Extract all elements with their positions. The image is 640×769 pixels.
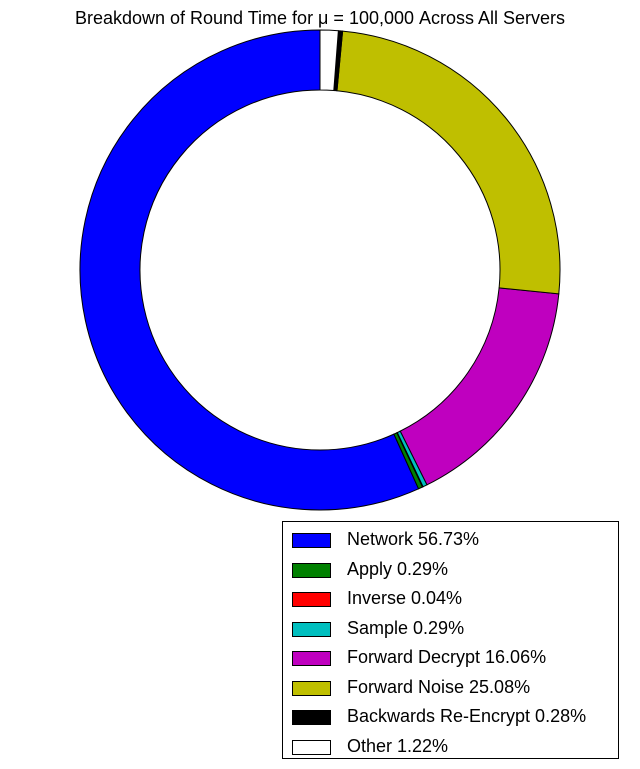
legend-item: Apply 0.29% <box>283 556 618 586</box>
legend-item: Other 1.22% <box>283 733 618 763</box>
legend-item: Backwards Re-Encrypt 0.28% <box>283 703 618 733</box>
legend-label: Network 56.73% <box>347 529 480 549</box>
donut-slice-forward-decrypt <box>399 287 560 486</box>
legend: Network 56.73% Apply 0.29% Inverse 0.04% Sa… <box>282 521 619 759</box>
legend-label: Apply 0.29% <box>347 558 449 579</box>
legend-label: Forward Decrypt 16.06% <box>347 647 547 667</box>
legend-swatch <box>292 680 331 696</box>
legend-swatch <box>292 533 331 548</box>
legend-swatch <box>292 651 331 666</box>
donut-chart <box>79 29 561 511</box>
chart-title: Breakdown of Round Time for μ = 100,000 … <box>74 8 566 28</box>
legend-label: Inverse 0.04% <box>347 588 463 608</box>
donut-slice-network <box>79 29 420 511</box>
donut-slices <box>79 29 561 511</box>
legend-label: Other 1.22% <box>347 735 449 756</box>
donut-slice-forward-noise <box>336 30 561 295</box>
legend-label: Backwards Re-Encrypt 0.28% <box>347 706 587 726</box>
legend-swatch <box>292 739 331 755</box>
legend-item: Forward Decrypt 16.06% <box>283 644 618 674</box>
legend-label: Sample 0.29% <box>347 617 465 638</box>
legend-item: Forward Noise 25.08% <box>283 674 618 704</box>
legend-item: Inverse 0.04% <box>283 585 618 615</box>
legend-swatch <box>292 621 331 637</box>
legend-swatch <box>292 562 331 578</box>
legend-swatch <box>292 710 331 725</box>
legend-item: Network 56.73% <box>283 526 618 556</box>
legend-swatch <box>292 592 331 607</box>
legend-label: Forward Noise 25.08% <box>347 676 531 697</box>
donut-slice-other <box>319 29 339 92</box>
legend-item: Sample 0.29% <box>283 615 618 645</box>
